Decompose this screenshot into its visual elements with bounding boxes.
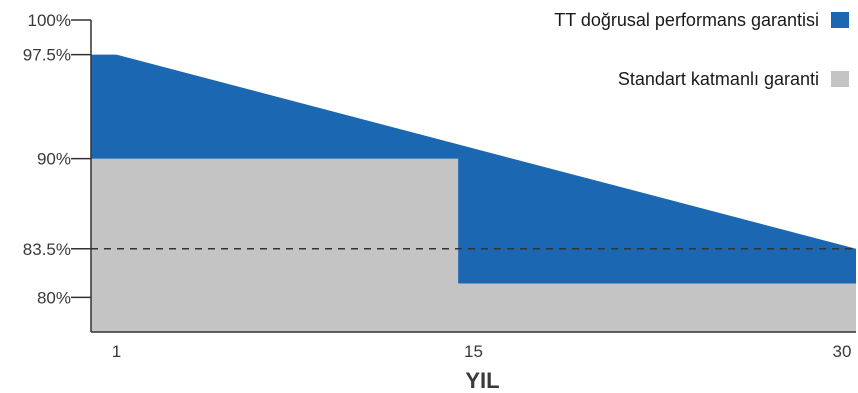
x-axis-title: YIL (465, 368, 499, 393)
y-axis-ticks: 100% 97.5% 90% 83.5% 80% (23, 11, 91, 307)
legend-swatch (831, 12, 849, 28)
legend-swatch (831, 71, 849, 87)
x-tick-label: 15 (464, 342, 483, 361)
area-series-2 (91, 158, 856, 332)
x-tick-label: 30 (833, 342, 852, 361)
x-tick-label: 1 (112, 342, 121, 361)
y-tick-label: 80% (37, 288, 71, 307)
y-tick-label: 100% (28, 11, 71, 30)
legend-label: Standart katmanlı garanti (618, 69, 819, 89)
legend: TT doğrusal performans garantisi Standart… (554, 10, 849, 89)
y-tick-label: 90% (37, 150, 71, 169)
y-tick-label: 83.5% (23, 240, 71, 259)
x-axis-ticks: 1 15 30 (112, 342, 852, 361)
y-tick-label: 97.5% (23, 46, 71, 65)
plot-areas (91, 54, 856, 333)
axes (90, 20, 856, 333)
legend-label: TT doğrusal performans garantisi (554, 10, 819, 30)
